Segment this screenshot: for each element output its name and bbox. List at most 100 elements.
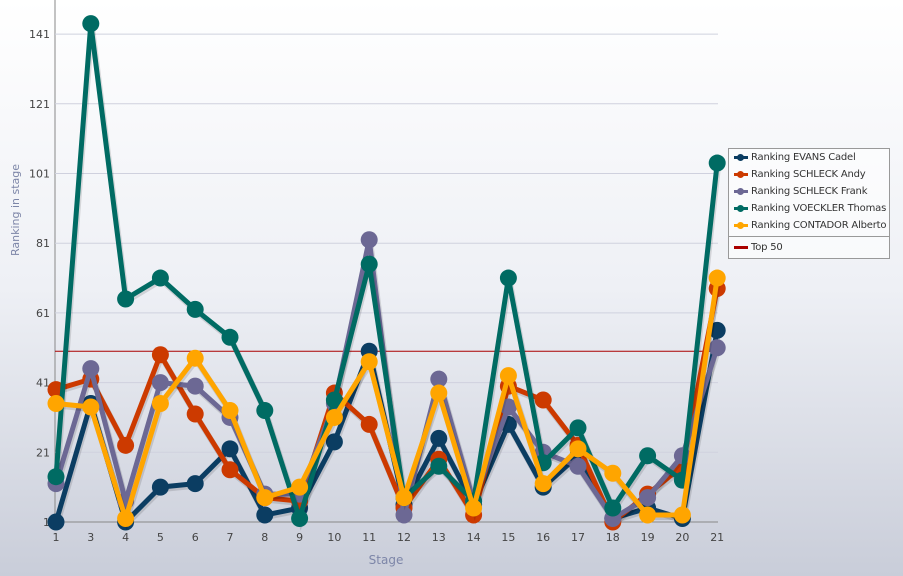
legend-item[interactable]: Ranking SCHLECK Andy: [729, 166, 889, 183]
data-point[interactable]: [708, 269, 726, 287]
x-tick-label: 14: [467, 531, 481, 544]
data-point[interactable]: [325, 408, 343, 426]
y-tick-label: 121: [29, 98, 50, 111]
data-point[interactable]: [256, 506, 274, 524]
legend-label: Ranking SCHLECK Frank: [751, 186, 868, 197]
x-tick-label: 18: [606, 531, 620, 544]
data-point[interactable]: [256, 489, 274, 507]
data-point[interactable]: [151, 374, 169, 392]
data-point[interactable]: [639, 506, 657, 524]
series-line: [53, 21, 720, 522]
data-point[interactable]: [499, 367, 517, 385]
data-point[interactable]: [569, 419, 587, 437]
data-point[interactable]: [708, 339, 726, 357]
data-point[interactable]: [221, 440, 239, 458]
legend-marker-icon: [734, 171, 748, 178]
x-tick-label: 16: [536, 531, 550, 544]
legend-label: Ranking SCHLECK Andy: [751, 169, 866, 180]
legend-marker-icon: [734, 154, 748, 161]
y-tick-label: 21: [36, 446, 50, 459]
y-tick-label: 61: [36, 307, 50, 320]
legend-item[interactable]: Ranking EVANS Cadel: [729, 149, 889, 166]
data-point[interactable]: [47, 468, 65, 486]
data-point[interactable]: [604, 499, 622, 517]
legend-label: Ranking EVANS Cadel: [751, 152, 856, 163]
data-point[interactable]: [708, 321, 726, 339]
data-point[interactable]: [47, 513, 65, 531]
data-point[interactable]: [186, 377, 204, 395]
legend-label: Ranking CONTADOR Alberto: [751, 220, 887, 231]
data-point[interactable]: [151, 346, 169, 364]
x-tick-label: 19: [641, 531, 655, 544]
data-point[interactable]: [151, 269, 169, 287]
data-point[interactable]: [82, 15, 100, 33]
data-point[interactable]: [360, 415, 378, 433]
data-point[interactable]: [325, 433, 343, 451]
x-tick-label: 20: [675, 531, 689, 544]
data-point[interactable]: [221, 401, 239, 419]
x-tick-label: 3: [87, 531, 94, 544]
x-tick-label: 5: [157, 531, 164, 544]
y-tick-label: 41: [36, 377, 50, 390]
legend-item-top-50[interactable]: Top 50: [729, 236, 889, 258]
data-point[interactable]: [291, 478, 309, 496]
x-axis-label: Stage: [369, 553, 404, 567]
data-point[interactable]: [325, 391, 343, 409]
data-point[interactable]: [360, 231, 378, 249]
data-point[interactable]: [221, 461, 239, 479]
legend-marker-icon: [734, 222, 748, 229]
data-point[interactable]: [360, 255, 378, 273]
data-point[interactable]: [117, 290, 135, 308]
data-point[interactable]: [708, 154, 726, 172]
data-point[interactable]: [430, 370, 448, 388]
x-tick-label: 13: [432, 531, 446, 544]
data-point[interactable]: [151, 478, 169, 496]
data-point[interactable]: [291, 510, 309, 528]
data-point[interactable]: [639, 447, 657, 465]
data-point[interactable]: [395, 489, 413, 507]
data-point[interactable]: [256, 401, 274, 419]
legend-item[interactable]: Ranking CONTADOR Alberto: [729, 217, 889, 234]
legend: Ranking EVANS Cadel Ranking SCHLECK Andy R…: [728, 148, 890, 259]
data-point[interactable]: [360, 353, 378, 371]
data-point[interactable]: [430, 457, 448, 475]
data-point[interactable]: [186, 405, 204, 423]
y-axis-label: Ranking in stage: [9, 164, 22, 256]
x-tick-label: 4: [122, 531, 129, 544]
x-tick-label: 15: [501, 531, 515, 544]
data-point[interactable]: [186, 475, 204, 493]
data-point[interactable]: [186, 349, 204, 367]
data-point[interactable]: [465, 499, 483, 517]
data-point[interactable]: [430, 384, 448, 402]
data-point[interactable]: [47, 395, 65, 413]
x-tick-label: 9: [296, 531, 303, 544]
data-point[interactable]: [534, 391, 552, 409]
legend-label: Top 50: [751, 242, 783, 253]
data-point[interactable]: [151, 395, 169, 413]
legend-item[interactable]: Ranking VOECKLER Thomas: [729, 200, 889, 217]
data-point[interactable]: [221, 328, 239, 346]
data-point[interactable]: [430, 429, 448, 447]
legend-item[interactable]: Ranking SCHLECK Frank: [729, 183, 889, 200]
data-point[interactable]: [569, 440, 587, 458]
x-tick-label: 12: [397, 531, 411, 544]
data-point[interactable]: [499, 398, 517, 416]
data-point[interactable]: [117, 436, 135, 454]
data-point[interactable]: [395, 506, 413, 524]
data-point[interactable]: [82, 398, 100, 416]
data-point[interactable]: [534, 475, 552, 493]
data-point[interactable]: [82, 360, 100, 378]
data-point[interactable]: [639, 489, 657, 507]
data-point[interactable]: [499, 269, 517, 287]
data-point[interactable]: [186, 300, 204, 318]
legend-marker-icon: [734, 188, 748, 195]
data-point[interactable]: [117, 510, 135, 528]
x-tick-label: 21: [710, 531, 724, 544]
x-tick-label: 17: [571, 531, 585, 544]
y-tick-label: 141: [29, 28, 50, 41]
x-tick-label: 1: [53, 531, 60, 544]
x-tick-label: 10: [327, 531, 341, 544]
data-point[interactable]: [673, 506, 691, 524]
data-point[interactable]: [569, 457, 587, 475]
data-point[interactable]: [604, 464, 622, 482]
